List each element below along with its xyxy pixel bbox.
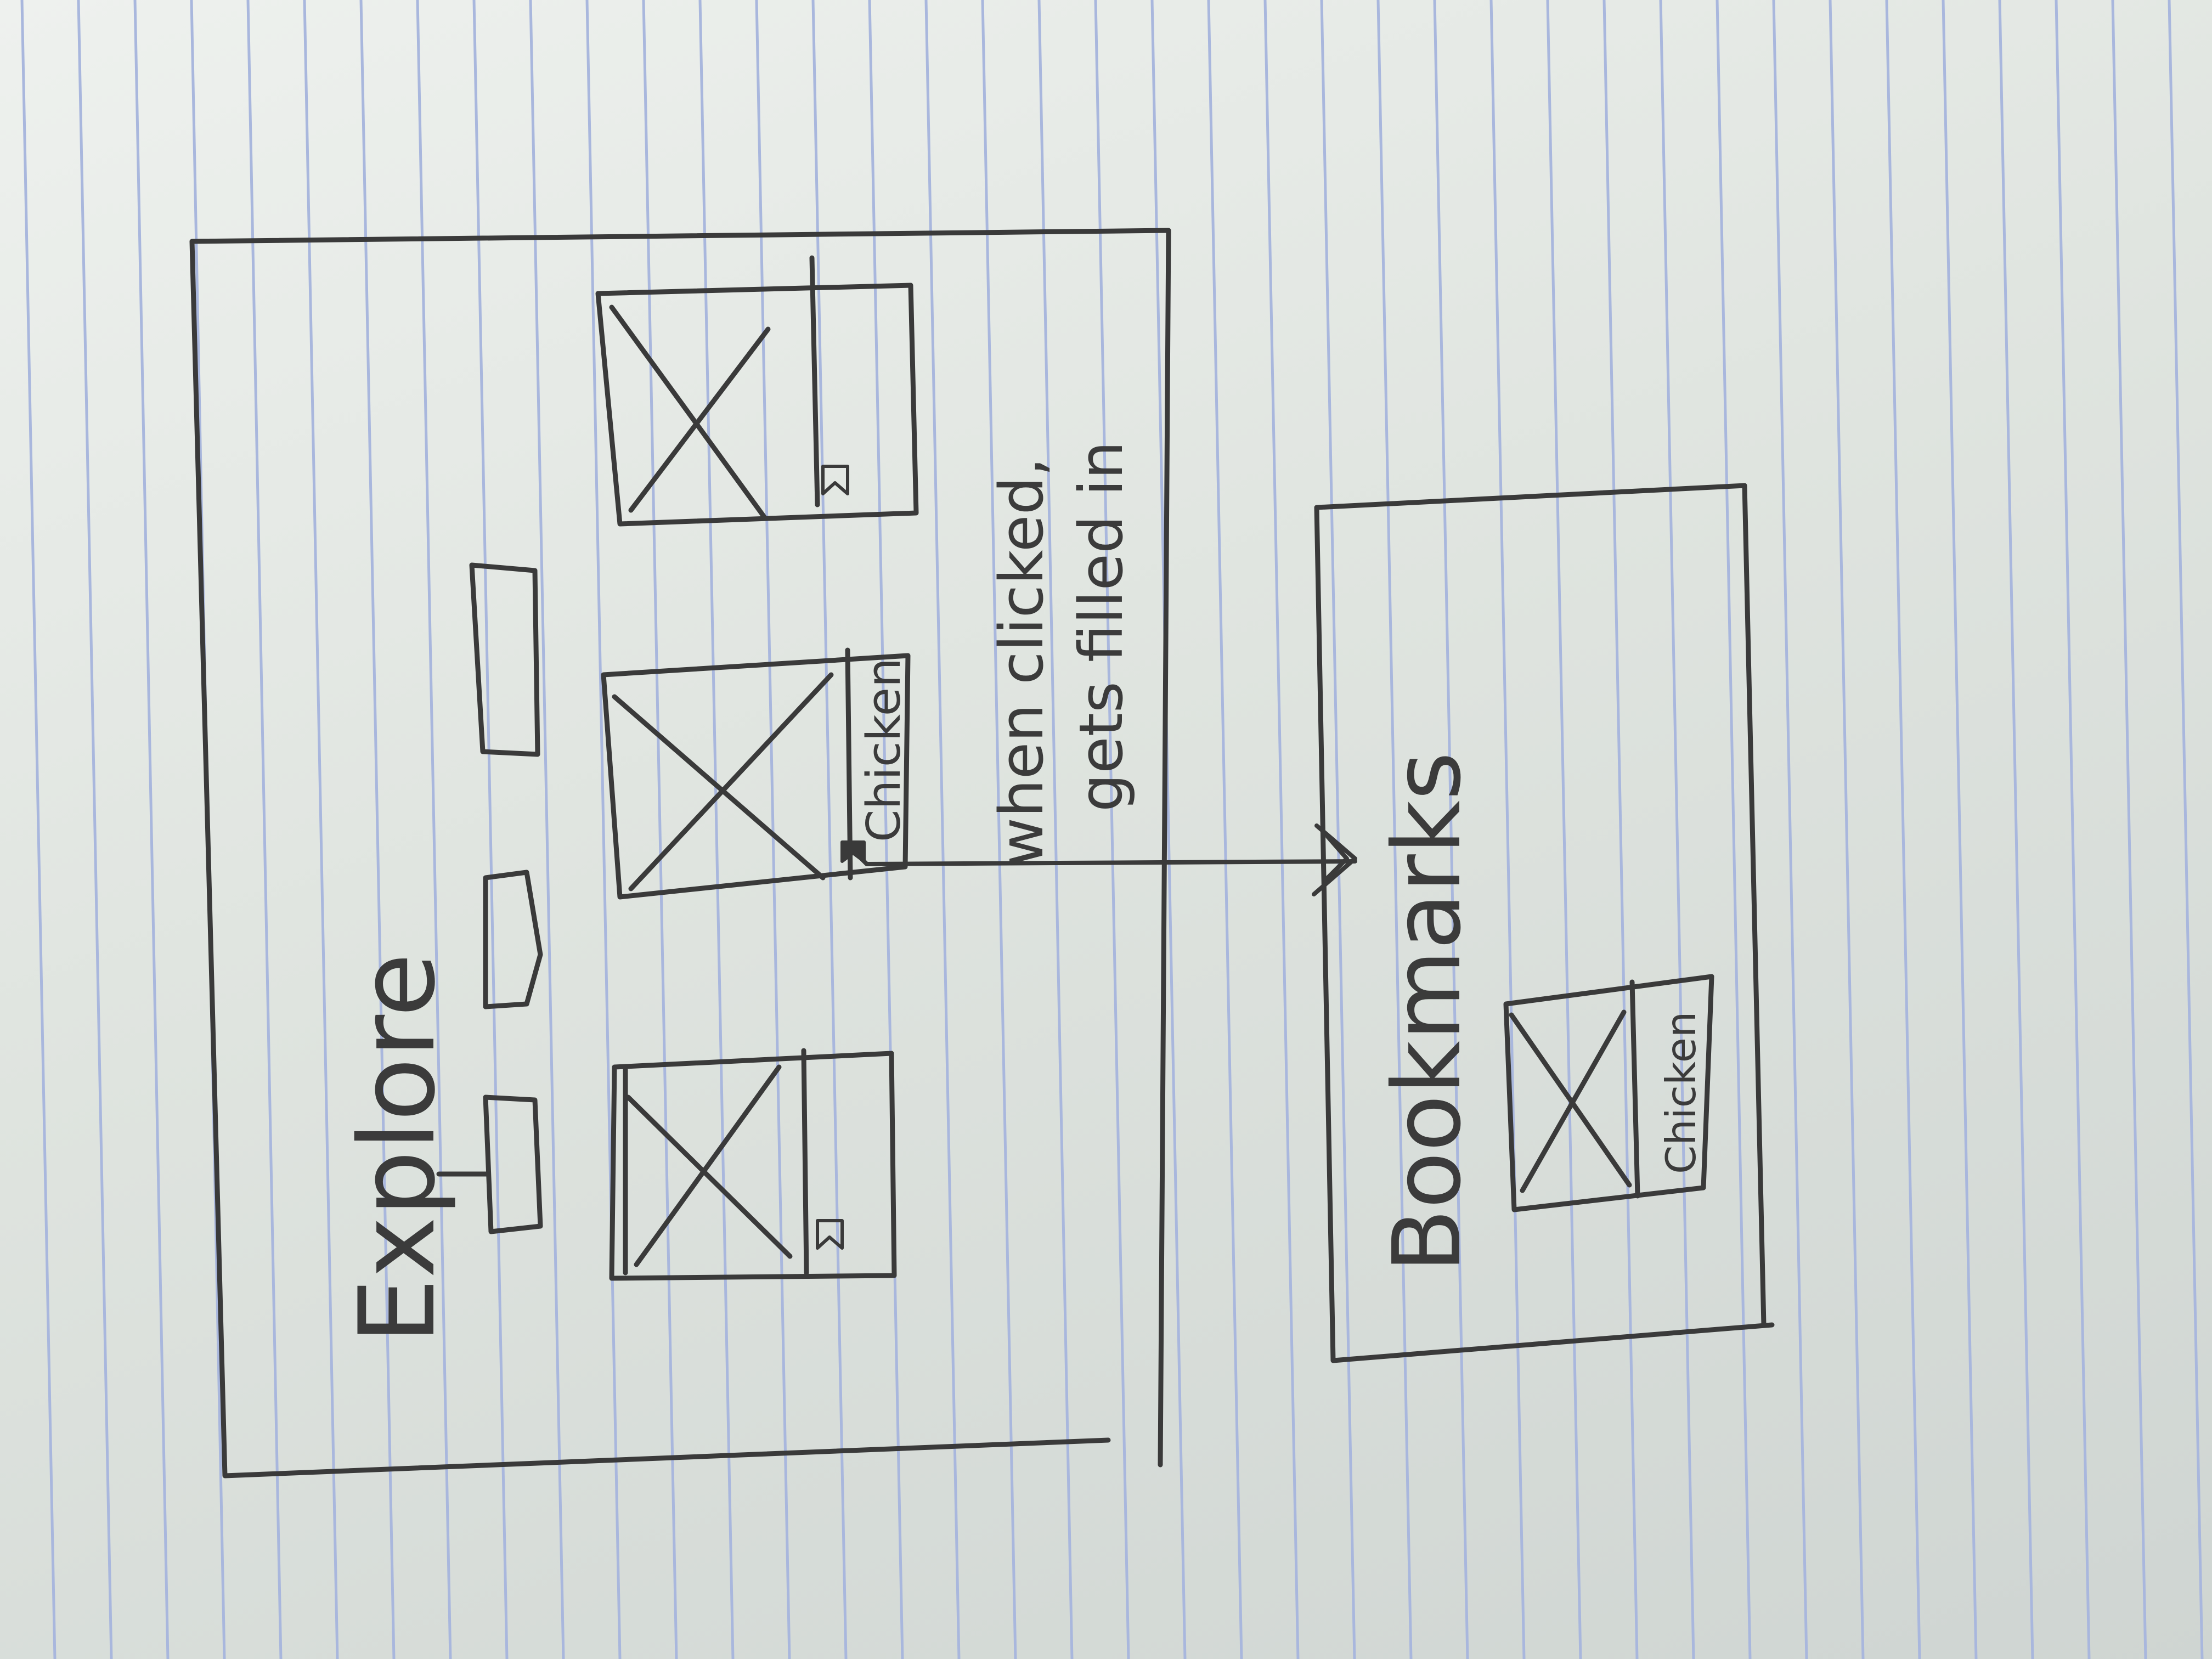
rule-line <box>1489 0 1526 1659</box>
filter-tab-1[interactable] <box>436 1094 543 1234</box>
bookmark-icon[interactable] <box>816 1219 844 1250</box>
rule-line <box>1659 0 1695 1659</box>
card-image-placeholder <box>609 304 771 521</box>
rule-line <box>1320 0 1356 1659</box>
rule-line <box>1716 0 1752 1659</box>
rule-line <box>2055 0 2091 1659</box>
rule-line <box>868 0 904 1659</box>
rule-line <box>1037 0 1074 1659</box>
rule-line <box>1942 0 1978 1659</box>
rule-line <box>303 0 339 1659</box>
card-label: Chicken <box>857 658 911 842</box>
svg-text:Chicken: Chicken <box>1657 1012 1705 1174</box>
rule-line <box>585 0 622 1659</box>
explore-screen: Explore <box>189 228 1171 1479</box>
rule-line <box>811 0 848 1659</box>
filter-tab-2[interactable] <box>483 870 543 1009</box>
rule-line <box>416 0 452 1659</box>
rule-line <box>77 0 113 1659</box>
recipe-card-1[interactable] <box>609 1048 897 1281</box>
rule-line <box>2111 0 2147 1659</box>
bookmark-icon[interactable] <box>821 465 849 495</box>
rule-line <box>2168 0 2204 1659</box>
rule-line <box>529 0 565 1659</box>
rule-line <box>1150 0 1187 1659</box>
rule-line <box>359 0 396 1659</box>
rule-line <box>981 0 1017 1659</box>
explore-title: Explore <box>337 953 458 1344</box>
flow-arrow <box>854 823 1357 896</box>
rule-line <box>698 0 735 1659</box>
rule-line <box>1602 0 1639 1659</box>
rule-line <box>1885 0 1921 1659</box>
rule-line <box>1998 0 2034 1659</box>
rule-line <box>246 0 283 1659</box>
svg-text:Bookmarks: Bookmarks <box>1373 752 1482 1273</box>
card-image-placeholder <box>1509 1009 1632 1193</box>
rule-line <box>1546 0 1582 1659</box>
bookmarked-card-1[interactable]: Chicken <box>1503 974 1714 1212</box>
ruled-lines <box>20 0 2204 1659</box>
svg-text:when clicked,: when clicked, <box>986 458 1057 867</box>
card-label: Chicken <box>1657 1012 1705 1174</box>
rule-line <box>924 0 961 1659</box>
rule-line <box>1207 0 1243 1659</box>
card-image-placeholder <box>612 672 834 891</box>
recipe-card-3[interactable] <box>595 255 919 527</box>
svg-text:Explore: Explore <box>337 953 458 1344</box>
rule-line <box>1772 0 1808 1659</box>
rule-line <box>1263 0 1300 1659</box>
bookmarks-screen: Bookmarks Chicken <box>1314 483 1775 1363</box>
svg-text:gets filled in: gets filled in <box>1066 441 1136 812</box>
rule-line <box>642 0 678 1659</box>
rule-line <box>133 0 170 1659</box>
filter-tab-3[interactable] <box>469 562 540 757</box>
rule-line <box>755 0 791 1659</box>
annotation-text: when clicked, gets filled in <box>986 441 1136 867</box>
card-image-placeholder <box>625 1064 793 1267</box>
rule-line <box>1376 0 1413 1659</box>
rule-line <box>1094 0 1130 1659</box>
bookmarks-title: Bookmarks <box>1373 752 1482 1273</box>
rule-line <box>20 0 57 1659</box>
rule-line <box>1829 0 1865 1659</box>
rule-line <box>472 0 509 1659</box>
svg-text:Chicken: Chicken <box>857 658 911 842</box>
rule-line <box>1433 0 1469 1659</box>
